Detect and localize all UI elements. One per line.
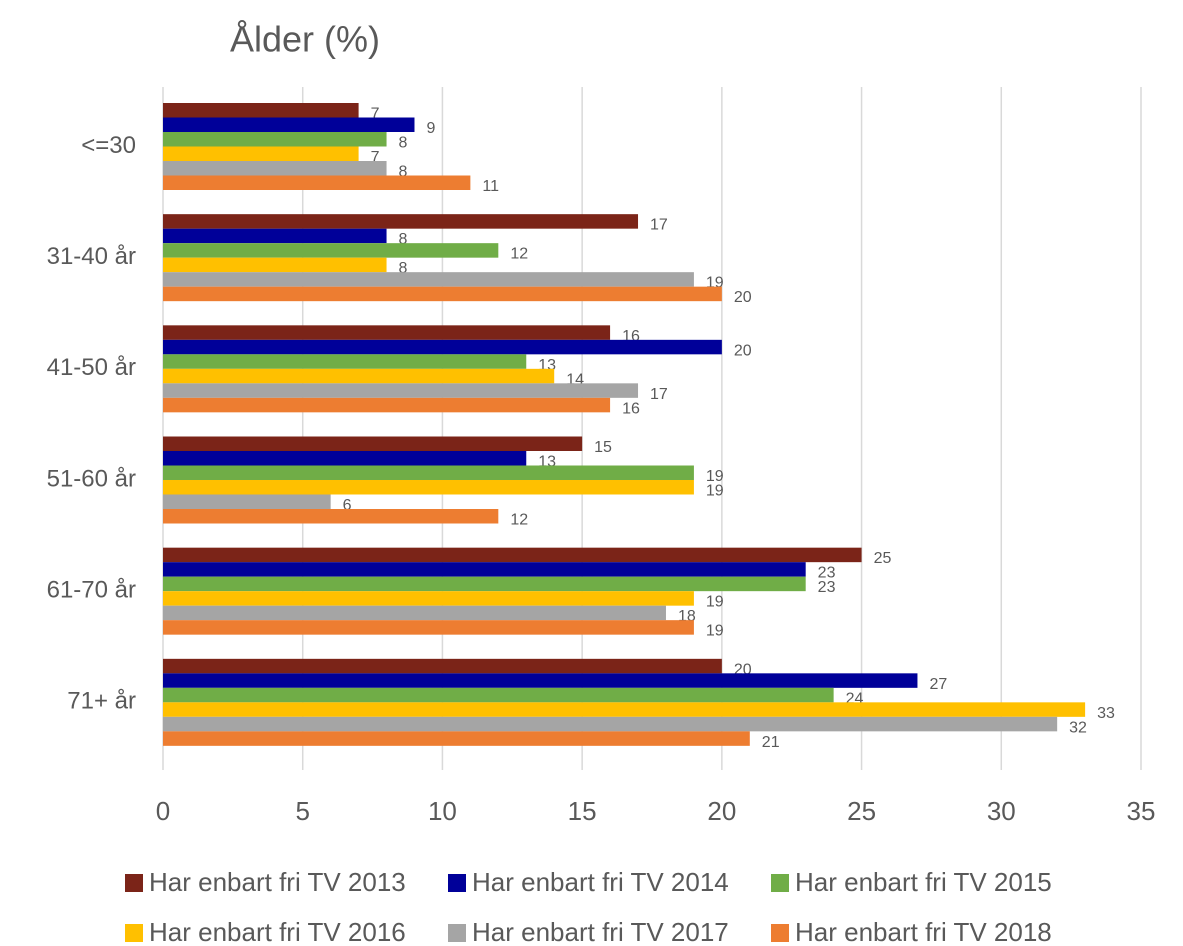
bar: [163, 243, 499, 258]
data-label: 17: [650, 217, 668, 234]
bar: [163, 383, 639, 398]
data-label: 15: [594, 439, 612, 456]
legend-label: Har enbart fri TV 2015: [795, 867, 1052, 897]
legend-label: Har enbart fri TV 2016: [149, 917, 406, 946]
bar: [163, 161, 387, 176]
x-tick-label: 30: [987, 796, 1016, 826]
bar: [163, 547, 862, 563]
bar: [163, 687, 834, 703]
y-tick-label: 31-40 år: [47, 243, 136, 270]
bar: [163, 257, 387, 273]
bar: [163, 117, 415, 132]
data-label: 33: [1097, 705, 1115, 722]
legend-swatch: [125, 924, 143, 942]
bar: [163, 286, 722, 302]
bar: [163, 132, 387, 147]
data-label: 19: [706, 623, 724, 640]
y-tick-label: 41-50 år: [47, 354, 136, 381]
x-tick-label: 35: [1127, 796, 1156, 826]
data-label: 9: [426, 120, 435, 137]
bar: [163, 272, 694, 287]
bar: [163, 702, 1086, 717]
data-label: 12: [510, 246, 528, 263]
y-tick-label: 51-60 år: [47, 465, 136, 492]
bar: [163, 354, 527, 369]
data-label: 19: [706, 594, 724, 611]
data-label: 27: [929, 676, 947, 693]
bar: [163, 576, 806, 592]
data-label: 19: [706, 468, 724, 485]
x-tick-label: 20: [707, 796, 736, 826]
bar: [163, 368, 555, 384]
data-label: 8: [399, 163, 408, 180]
bar: [163, 451, 527, 466]
bar: [163, 325, 611, 340]
data-label: 7: [371, 149, 380, 166]
legend-swatch: [125, 874, 143, 892]
legend-swatch: [771, 874, 789, 892]
data-label: 20: [734, 289, 752, 306]
data-label: 20: [734, 342, 752, 359]
bar: [163, 731, 750, 746]
y-tick-label: <=30: [81, 132, 136, 159]
bar: [163, 494, 331, 509]
bar: [163, 175, 471, 190]
legend-label: Har enbart fri TV 2017: [472, 917, 729, 946]
data-label: 8: [399, 134, 408, 151]
bar: [163, 620, 694, 635]
x-tick-label: 25: [847, 796, 876, 826]
x-tick-label: 15: [568, 796, 597, 826]
legend-swatch: [448, 874, 466, 892]
legend-swatch: [448, 924, 466, 942]
bar: [163, 103, 359, 118]
bar: [163, 214, 639, 229]
data-label: 12: [510, 511, 528, 528]
bar: [163, 436, 583, 451]
legend-label: Har enbart fri TV 2018: [795, 917, 1052, 946]
data-label: 7: [371, 105, 380, 122]
bar: [163, 228, 387, 244]
data-label: 32: [1069, 719, 1087, 736]
bar: [163, 465, 694, 480]
y-tick-label: 61-70 år: [47, 577, 136, 604]
bar: [163, 591, 694, 606]
bar: [163, 658, 722, 674]
bar: [163, 673, 918, 688]
bar: [163, 509, 499, 524]
data-label: 21: [762, 734, 780, 751]
bar: [163, 480, 694, 495]
x-tick-label: 0: [156, 796, 170, 826]
bar: [163, 562, 806, 577]
data-label: 11: [482, 178, 499, 195]
bar: [163, 146, 359, 161]
data-label: 23: [818, 565, 836, 582]
legend-label: Har enbart fri TV 2013: [149, 867, 406, 897]
data-label: 23: [818, 579, 836, 596]
data-label: 6: [343, 497, 352, 514]
x-tick-label: 5: [295, 796, 309, 826]
data-label: 17: [650, 386, 668, 403]
bar: [163, 605, 666, 621]
legend-swatch: [771, 924, 789, 942]
y-tick-label: 71+ år: [67, 688, 136, 715]
bar: [163, 397, 611, 413]
data-label: 19: [706, 482, 724, 499]
data-label: 8: [399, 260, 408, 277]
data-label: 8: [399, 231, 408, 248]
data-label: 25: [874, 550, 892, 567]
chart-title: Ålder (%): [230, 19, 380, 60]
bar: [163, 339, 722, 355]
bar: [163, 716, 1058, 732]
x-tick-label: 10: [428, 796, 457, 826]
legend-label: Har enbart fri TV 2014: [472, 867, 729, 897]
data-label: 16: [622, 400, 640, 417]
